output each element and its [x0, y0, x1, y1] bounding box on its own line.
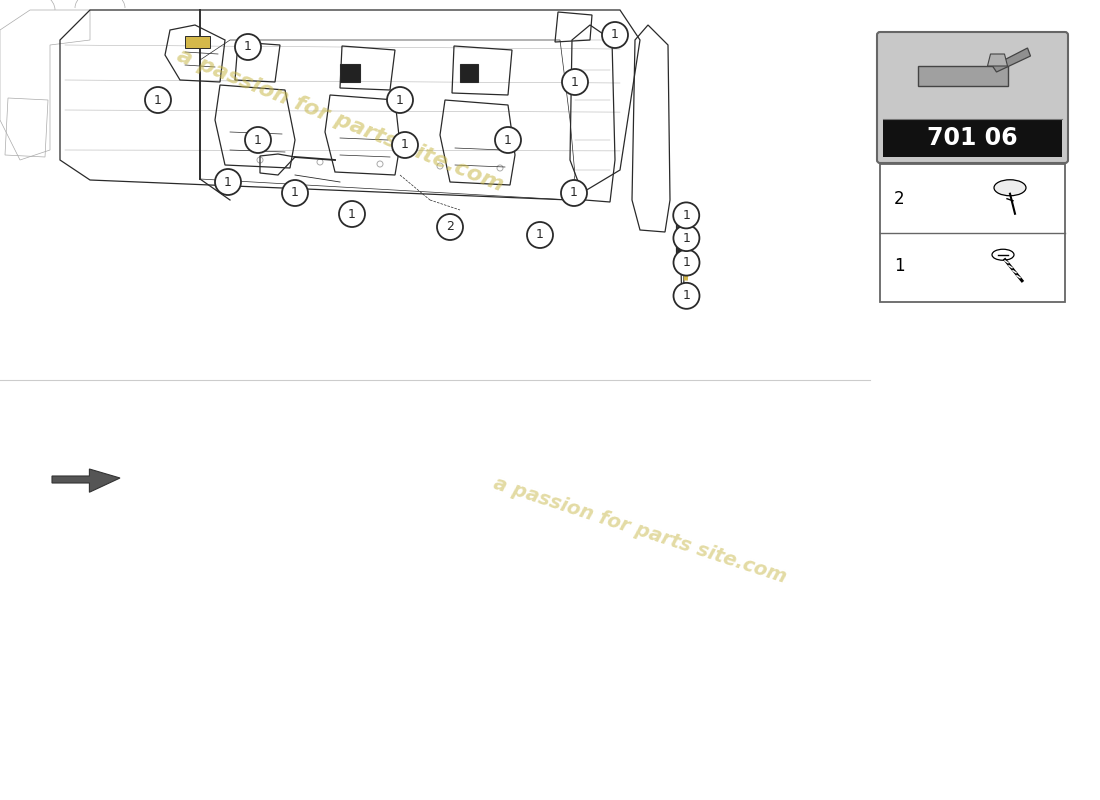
Text: 1: 1 [154, 94, 162, 106]
Circle shape [673, 225, 700, 251]
Circle shape [437, 214, 463, 240]
Bar [340, 64, 360, 82]
Circle shape [377, 161, 383, 167]
Circle shape [497, 165, 503, 171]
Circle shape [602, 22, 628, 48]
Text: 1: 1 [683, 290, 691, 302]
Polygon shape [988, 54, 1008, 66]
Circle shape [339, 201, 365, 227]
Bar [185, 36, 210, 48]
Ellipse shape [992, 250, 1014, 260]
Circle shape [678, 207, 684, 213]
Text: 1: 1 [224, 175, 232, 189]
Text: 701 06: 701 06 [927, 126, 1018, 150]
Text: 1: 1 [292, 186, 299, 199]
Text: 1: 1 [254, 134, 262, 146]
Text: 1: 1 [396, 94, 404, 106]
Circle shape [562, 69, 588, 95]
Circle shape [282, 180, 308, 206]
Ellipse shape [994, 180, 1026, 196]
Text: 1: 1 [612, 29, 619, 42]
Text: 1: 1 [683, 256, 691, 269]
Circle shape [495, 127, 521, 153]
Text: 1: 1 [402, 138, 409, 151]
Text: a passion for parts site.com: a passion for parts site.com [174, 45, 506, 195]
Circle shape [676, 207, 683, 214]
Text: 2: 2 [447, 221, 454, 234]
Circle shape [392, 132, 418, 158]
Text: 1: 1 [894, 257, 904, 275]
Bar [460, 64, 478, 82]
Circle shape [257, 157, 263, 163]
Text: 1: 1 [348, 207, 356, 221]
Circle shape [214, 169, 241, 195]
Circle shape [673, 283, 700, 309]
Text: 1: 1 [504, 134, 512, 146]
Circle shape [387, 87, 412, 113]
Circle shape [245, 127, 271, 153]
Circle shape [145, 87, 170, 113]
Circle shape [673, 250, 700, 275]
Text: 1: 1 [244, 41, 252, 54]
Bar [917, 66, 1008, 86]
Circle shape [561, 180, 587, 206]
FancyBboxPatch shape [877, 32, 1068, 163]
Text: 1: 1 [536, 229, 543, 242]
Circle shape [678, 208, 684, 214]
Text: 1: 1 [571, 75, 579, 89]
Circle shape [437, 163, 443, 169]
Circle shape [673, 202, 700, 229]
Polygon shape [992, 48, 1031, 72]
Text: 2: 2 [894, 190, 904, 207]
Circle shape [679, 208, 684, 214]
Text: 1: 1 [682, 232, 691, 245]
Text: 1: 1 [570, 186, 578, 199]
Polygon shape [52, 469, 120, 492]
Text: a passion for parts site.com: a passion for parts site.com [491, 474, 789, 586]
Text: 1: 1 [682, 209, 690, 222]
Circle shape [235, 34, 261, 60]
FancyBboxPatch shape [880, 164, 1065, 302]
Circle shape [317, 159, 323, 165]
Circle shape [680, 207, 685, 214]
Circle shape [527, 222, 553, 248]
Bar [883, 119, 1062, 157]
